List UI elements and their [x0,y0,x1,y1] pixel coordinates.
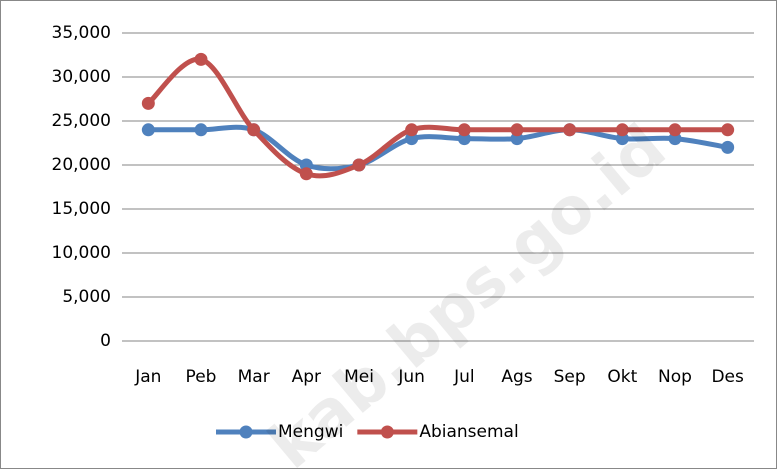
data-point [457,123,471,137]
legend-label: Mengwi [278,422,343,442]
data-point [563,123,577,137]
x-tick-label: Nop [658,367,692,387]
x-tick-label: Sep [554,367,586,387]
legend-marker [239,425,253,439]
data-point [141,123,155,137]
y-tick-label: 0 [100,331,111,351]
data-point [352,158,366,172]
y-tick-label: 30,000 [52,67,111,87]
legend-marker [380,425,394,439]
x-tick-label: Peb [186,367,217,387]
data-point [510,123,524,137]
x-tick-label: Jun [397,367,425,387]
y-tick-label: 15,000 [52,199,111,219]
data-point [721,123,735,137]
y-tick-label: 35,000 [52,23,111,43]
data-point [721,140,735,154]
x-tick-label: Des [711,367,744,387]
x-tick-label: Jan [134,367,161,387]
y-tick-label: 20,000 [52,155,111,175]
y-tick-label: 25,000 [52,111,111,131]
y-tick-label: 10,000 [52,243,111,263]
data-point [405,123,419,137]
data-point [299,167,313,181]
x-tick-label: Mei [344,367,374,387]
data-point [615,123,629,137]
data-point [194,123,208,137]
data-point [141,96,155,110]
x-tick-label: Apr [292,367,321,387]
data-point [247,123,261,137]
x-tick-label: Jul [453,367,475,387]
x-tick-label: Okt [607,367,637,387]
x-tick-label: Mar [238,367,270,387]
x-tick-label: Ags [501,367,532,387]
legend-label: Abiansemal [419,422,518,442]
y-tick-label: 5,000 [62,287,111,307]
data-point [194,52,208,66]
data-point [668,123,682,137]
